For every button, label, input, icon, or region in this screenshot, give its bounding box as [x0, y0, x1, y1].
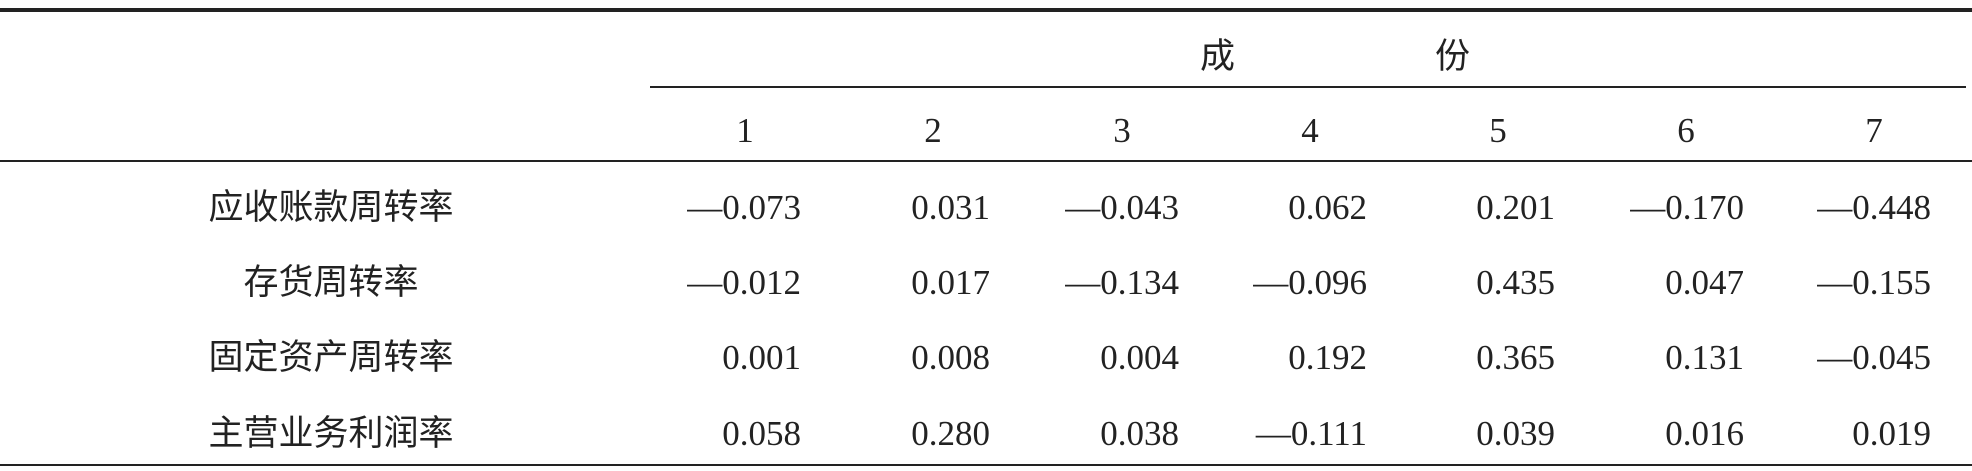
cell-value: —0.045 [1817, 338, 1931, 377]
cell-value: 0.019 [1852, 414, 1931, 453]
column-header: 3 [1113, 111, 1131, 150]
cell-value: 0.201 [1476, 188, 1555, 227]
row-label: 主营业务利润率 [208, 414, 454, 453]
cell-value: —0.134 [1065, 263, 1179, 302]
cell-value: 0.039 [1476, 414, 1555, 453]
cell-value: 0.038 [1100, 414, 1179, 453]
column-header: 2 [924, 111, 942, 150]
row-label: 存货周转率 [243, 263, 419, 302]
cell-value: —0.111 [1255, 414, 1367, 453]
row-label: 应收账款周转率 [208, 188, 454, 227]
cell-value: 0.008 [911, 338, 990, 377]
cell-value: 0.047 [1665, 263, 1744, 302]
bottom-rule [0, 464, 1972, 466]
group-header: 成份 [1200, 37, 1671, 76]
cell-value: 0.001 [722, 338, 801, 377]
cell-value: 0.016 [1665, 414, 1744, 453]
column-header: 4 [1301, 111, 1319, 150]
cell-value: 0.131 [1665, 338, 1744, 377]
cell-value: —0.096 [1253, 263, 1367, 302]
cell-value: —0.448 [1817, 188, 1931, 227]
cell-value: 0.017 [911, 263, 990, 302]
cell-value: —0.012 [687, 263, 801, 302]
header-rule [0, 160, 1972, 162]
top-rule [0, 8, 1972, 12]
cell-value: 0.004 [1100, 338, 1179, 377]
cell-value: —0.073 [687, 188, 801, 227]
cell-value: 0.058 [722, 414, 801, 453]
group-rule [650, 86, 1966, 88]
cell-value: 0.062 [1288, 188, 1367, 227]
cell-value: 0.192 [1288, 338, 1367, 377]
cell-value: 0.031 [911, 188, 990, 227]
cell-value: 0.435 [1476, 263, 1555, 302]
cell-value: 0.365 [1476, 338, 1555, 377]
column-header: 5 [1489, 111, 1507, 150]
cell-value: —0.155 [1817, 263, 1931, 302]
column-header: 6 [1677, 111, 1695, 150]
cell-value: —0.170 [1630, 188, 1744, 227]
column-header: 1 [736, 111, 754, 150]
column-header: 7 [1865, 111, 1883, 150]
cell-value: 0.280 [911, 414, 990, 453]
row-label: 固定资产周转率 [208, 338, 454, 377]
cell-value: —0.043 [1065, 188, 1179, 227]
